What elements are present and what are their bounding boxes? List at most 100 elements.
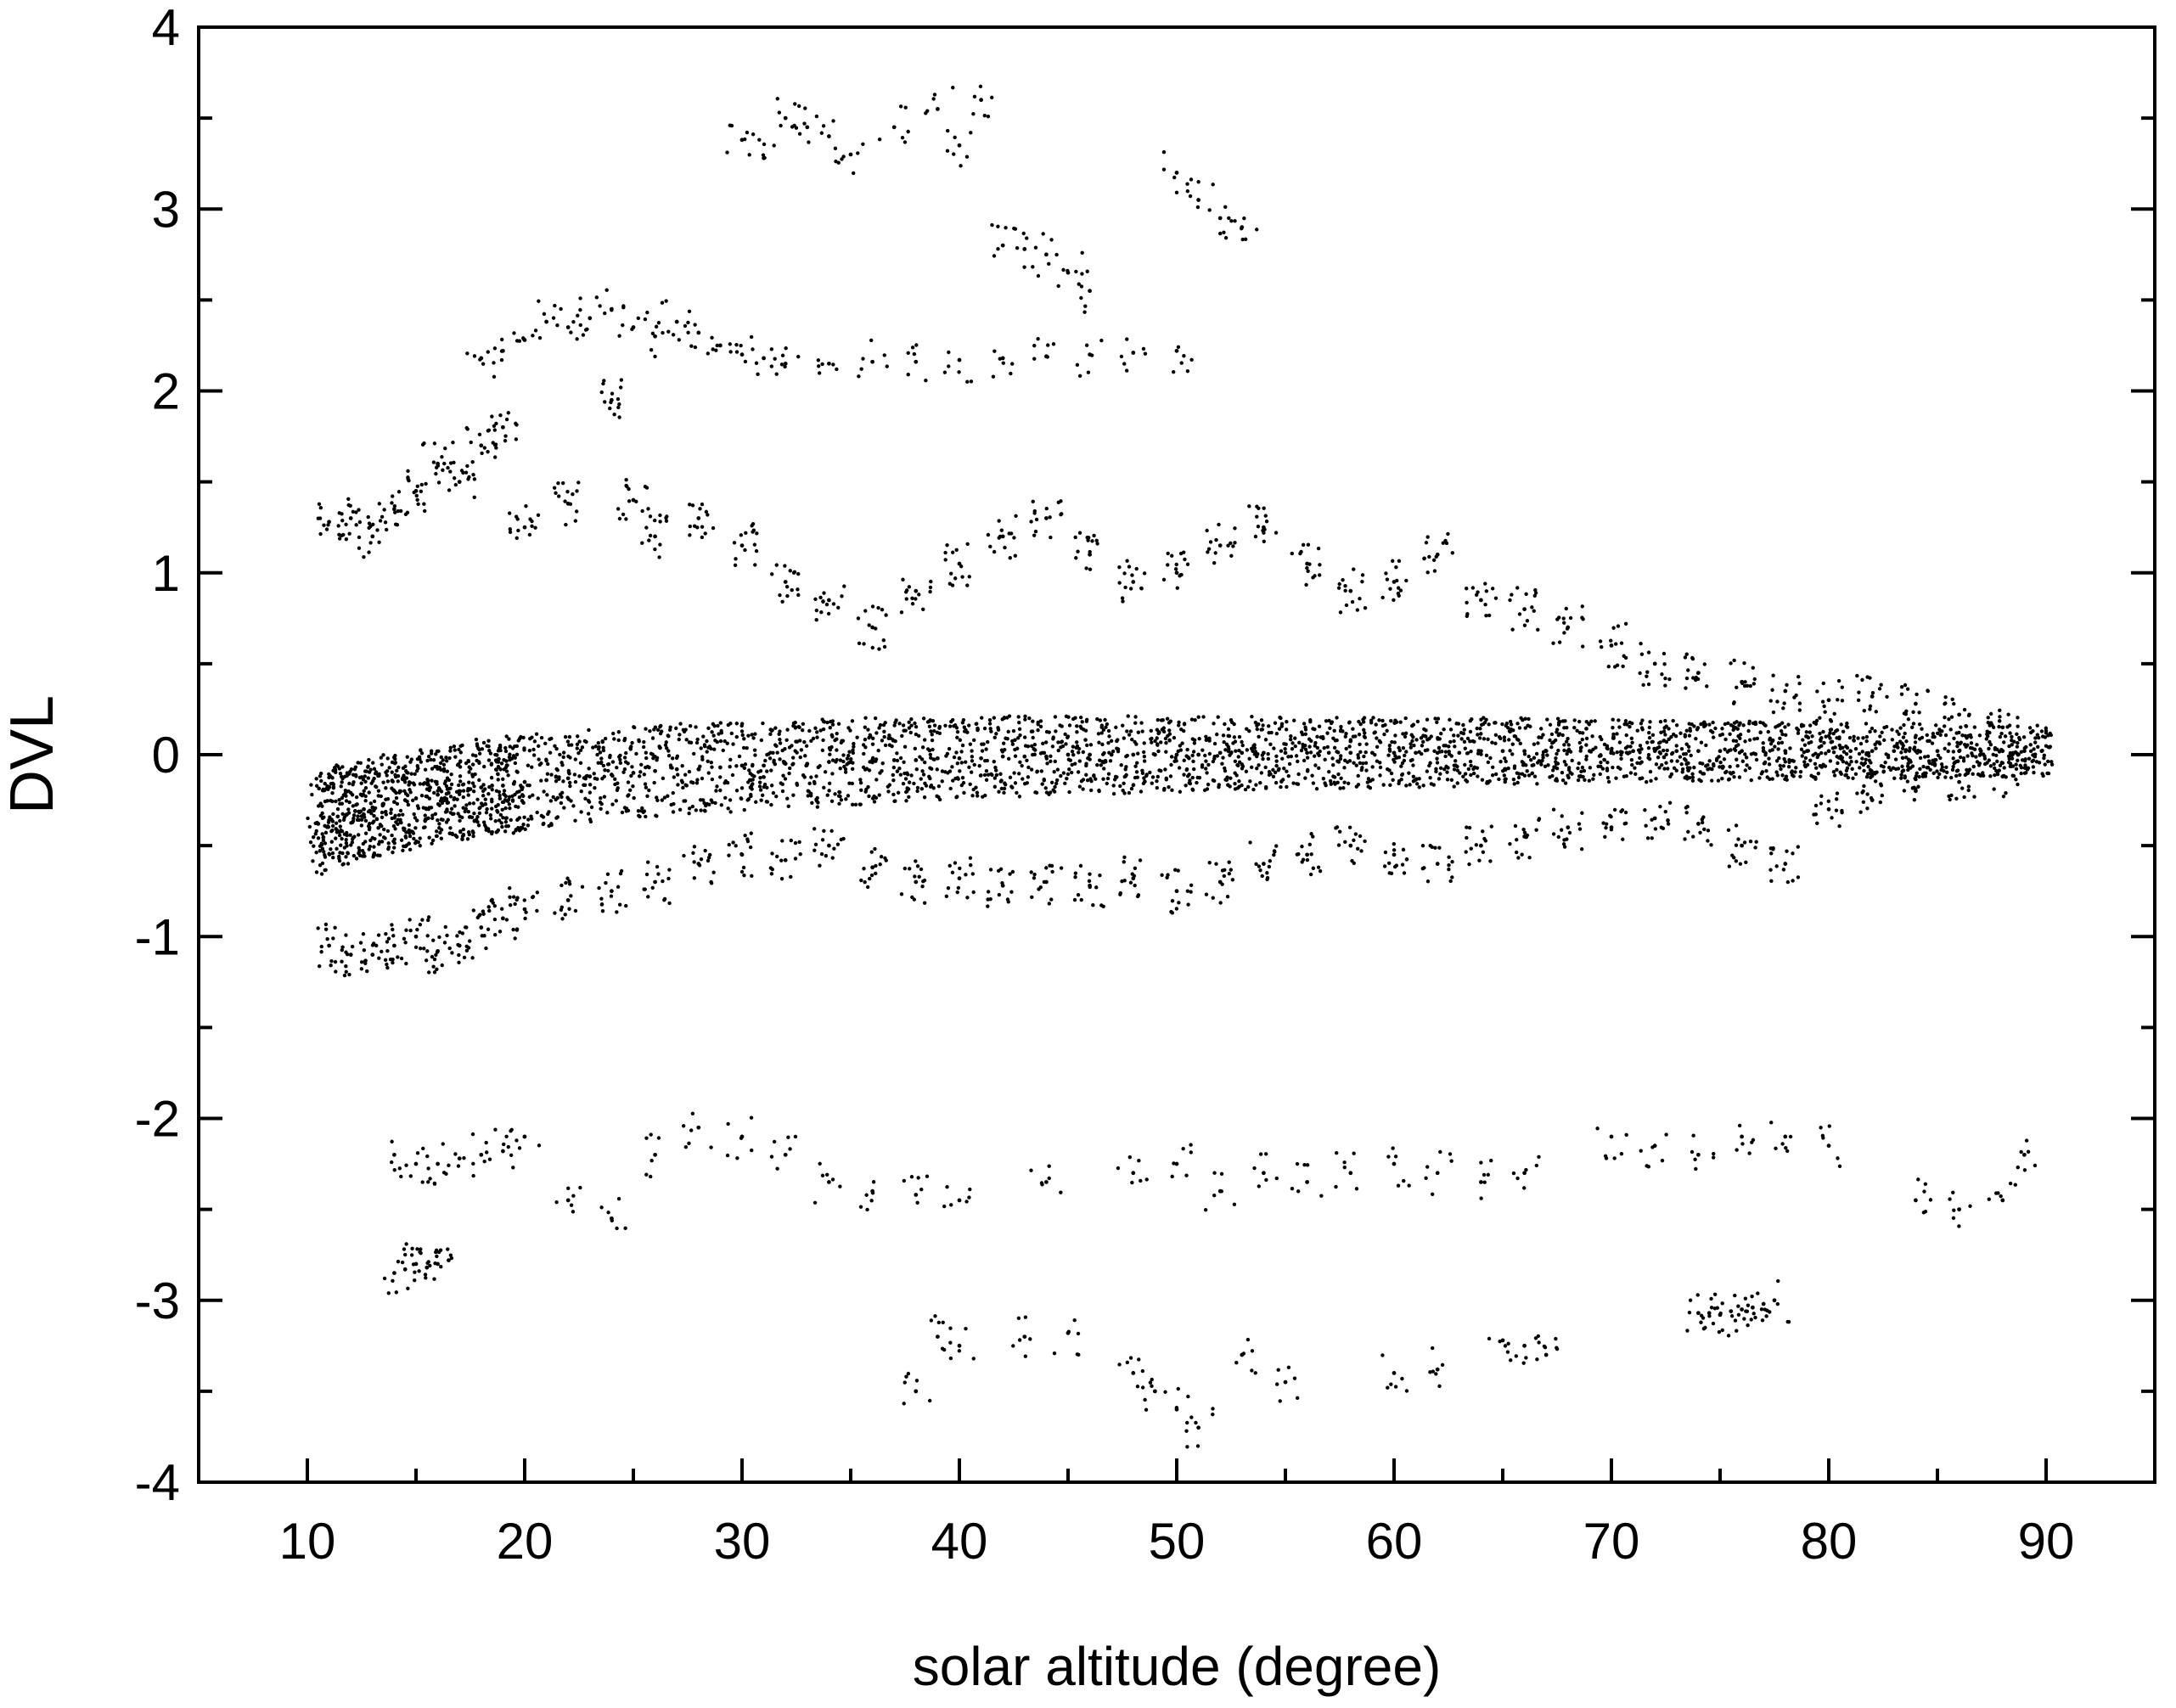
data-point	[1032, 872, 1037, 877]
data-point	[741, 865, 746, 870]
data-point	[728, 810, 733, 814]
data-point	[1368, 786, 1373, 790]
data-point	[1114, 725, 1118, 730]
data-point	[706, 726, 711, 731]
data-point	[1252, 743, 1257, 747]
data-point	[1013, 747, 1017, 752]
data-point	[1830, 746, 1836, 750]
data-point	[513, 761, 518, 766]
data-point	[1640, 776, 1645, 780]
data-point	[1532, 742, 1537, 746]
data-point	[423, 813, 427, 817]
data-point	[1575, 728, 1579, 733]
data-point	[344, 950, 348, 954]
data-point	[599, 390, 604, 395]
data-point	[548, 750, 553, 755]
data-point	[1540, 758, 1544, 763]
data-point	[721, 748, 725, 753]
data-point	[750, 874, 754, 879]
data-point	[1718, 765, 1722, 769]
data-point	[508, 886, 512, 891]
data-point	[500, 807, 504, 812]
data-point	[381, 753, 385, 757]
data-point	[432, 441, 437, 446]
data-point	[1468, 729, 1473, 734]
data-point	[1227, 733, 1232, 739]
data-point	[1717, 755, 1721, 759]
data-point	[1605, 761, 1610, 765]
data-point	[1992, 761, 1996, 767]
data-point	[1903, 731, 1907, 736]
data-point	[563, 913, 567, 917]
data-point	[1560, 814, 1564, 818]
data-point	[541, 822, 546, 826]
data-point	[475, 814, 480, 819]
data-point	[1688, 728, 1693, 733]
data-point	[1966, 768, 1971, 773]
data-point	[1528, 724, 1532, 729]
data-point	[1435, 756, 1439, 761]
data-point	[980, 716, 984, 720]
data-point	[488, 813, 493, 817]
data-point	[1256, 525, 1261, 529]
data-point	[1659, 825, 1664, 829]
data-point	[433, 764, 437, 769]
data-point	[1045, 761, 1049, 766]
data-point	[1488, 859, 1493, 863]
data-point	[430, 841, 434, 846]
data-point	[497, 818, 502, 823]
data-point	[873, 846, 877, 851]
data-point	[406, 802, 411, 807]
data-point	[2044, 731, 2049, 735]
data-point	[1077, 746, 1082, 751]
data-point	[440, 455, 444, 459]
data-point	[2033, 736, 2038, 740]
data-point	[1841, 729, 1846, 734]
data-point	[1802, 760, 1807, 764]
data-point	[947, 769, 953, 773]
data-point	[1986, 716, 1990, 720]
data-point	[1537, 759, 1541, 763]
data-point	[688, 503, 692, 507]
data-point	[909, 773, 914, 778]
data-point	[1348, 750, 1353, 756]
data-point	[676, 773, 680, 777]
data-point	[1008, 555, 1012, 560]
data-point	[1507, 738, 1511, 742]
data-point	[1732, 856, 1736, 860]
data-point	[980, 749, 985, 753]
data-point	[333, 925, 337, 930]
data-point	[848, 728, 852, 733]
data-point	[1468, 719, 1473, 723]
data-point	[344, 537, 349, 542]
data-point	[545, 793, 549, 797]
data-point	[994, 732, 998, 736]
data-point	[442, 461, 447, 466]
data-point	[665, 746, 669, 750]
data-point	[1933, 723, 1938, 728]
data-point	[1866, 750, 1871, 756]
data-point	[1067, 767, 1071, 772]
data-point	[810, 801, 814, 805]
data-point	[612, 413, 616, 417]
data-point	[575, 489, 579, 493]
data-point	[309, 783, 313, 787]
data-point	[494, 789, 499, 793]
data-point	[1169, 762, 1173, 767]
data-point	[1325, 731, 1330, 735]
data-point	[1343, 588, 1347, 593]
data-point	[1276, 768, 1280, 773]
data-point	[554, 491, 558, 496]
data-point	[641, 744, 646, 750]
data-point	[1556, 722, 1561, 727]
data-point	[1240, 750, 1245, 756]
data-point	[1425, 717, 1430, 722]
data-point	[513, 902, 517, 907]
data-point	[319, 950, 323, 954]
data-point	[1602, 757, 1607, 762]
data-point	[1247, 504, 1251, 508]
data-point	[1799, 722, 1804, 728]
data-point	[661, 879, 665, 884]
data-point	[1882, 738, 1886, 743]
data-point	[1483, 603, 1487, 607]
